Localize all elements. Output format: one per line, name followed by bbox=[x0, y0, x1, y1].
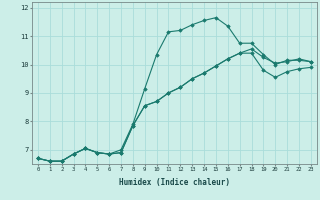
X-axis label: Humidex (Indice chaleur): Humidex (Indice chaleur) bbox=[119, 178, 230, 187]
